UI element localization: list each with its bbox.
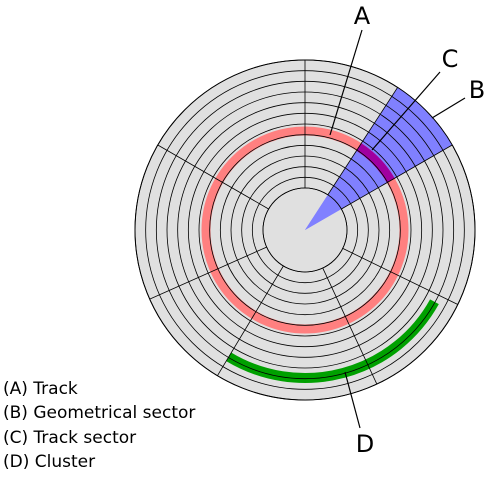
platter [134, 59, 476, 401]
leader-line [371, 71, 441, 151]
leader-lines [329, 29, 466, 429]
sector-apex [305, 194, 342, 230]
track-sector [356, 143, 395, 183]
legend-entry: (C) Track sector [3, 428, 136, 448]
sector-boundary [217, 265, 284, 376]
sector-boundary [157, 144, 269, 210]
callout-label: D [356, 430, 374, 458]
callout-label: B [469, 76, 485, 104]
legend-entry: (B) Geometrical sector [3, 403, 195, 423]
leader-line [329, 29, 363, 136]
sector-boundary [327, 87, 398, 195]
leader-line [431, 97, 466, 119]
cluster [226, 299, 439, 383]
legend-entry: (D) Cluster [3, 452, 95, 472]
sector-boundary [149, 246, 267, 300]
sector-boundary [341, 144, 453, 210]
legend-entry: (A) Track [3, 379, 78, 399]
sector-boundary [342, 248, 458, 305]
callout-label: C [442, 45, 459, 73]
callout-label: A [354, 2, 371, 30]
spindle-hole [262, 187, 348, 273]
leader-line [344, 371, 361, 429]
sector-boundary [322, 267, 378, 385]
